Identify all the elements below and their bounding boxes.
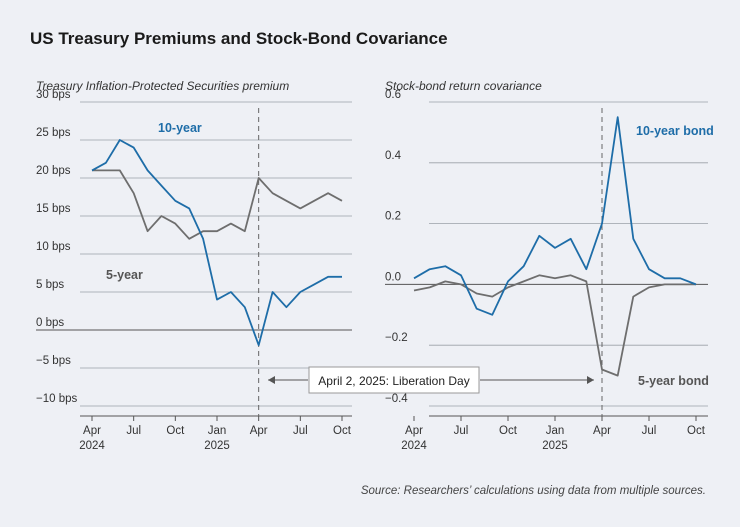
y-tick-label: −0.4 [385, 393, 408, 405]
x-tick-label: Jul [642, 425, 657, 437]
x-tick-label: Oct [166, 425, 185, 437]
y-tick-label: 0.2 [385, 211, 401, 223]
right-panel-title: Stock-bond return covariance [385, 79, 542, 93]
y-tick-label: 0.4 [385, 150, 402, 162]
x-tick-label: Jan [546, 425, 565, 437]
series-line-ten-year [413, 116, 697, 316]
x-tick-year-label: 2025 [204, 440, 230, 452]
series-line-ten-year [91, 139, 342, 347]
figure-title: US Treasury Premiums and Stock-Bond Cova… [30, 29, 448, 48]
x-tick-label: Oct [333, 425, 352, 437]
x-tick-label: Oct [687, 425, 706, 437]
y-tick-label: 0.6 [385, 89, 401, 101]
source-note: Source: Researchers’ calculations using … [361, 485, 706, 497]
event-annotation: April 2, 2025: Liberation Day [268, 366, 594, 394]
y-tick-label: 5 bps [36, 279, 64, 291]
y-tick-label: 10 bps [36, 241, 71, 253]
y-tick-label: 0.0 [385, 271, 401, 283]
series-label-five-year: 5-year bond [638, 374, 709, 388]
x-tick-label: Jan [208, 425, 227, 437]
x-tick-label: Jul [293, 425, 308, 437]
series-line-five-year [92, 169, 343, 240]
x-tick-label: Apr [593, 425, 611, 437]
y-tick-label: −10 bps [36, 393, 77, 405]
y-tick-label: 30 bps [36, 89, 71, 101]
y-tick-label: 25 bps [36, 127, 71, 139]
y-tick-label: −0.2 [385, 332, 408, 344]
series-label-ten-year: 10-year [158, 121, 202, 135]
x-tick-label: Apr [83, 425, 101, 437]
x-tick-label: Apr [405, 425, 423, 437]
left-panel-title: Treasury Inflation-Protected Securities … [36, 79, 289, 93]
y-tick-label: 15 bps [36, 203, 71, 215]
annotation-left-arrowhead [268, 376, 275, 384]
right-panel: Stock-bond return covariance −0.4 −0.2 0.0… [385, 79, 714, 452]
y-tick-label: −5 bps [36, 355, 71, 367]
x-tick-year-label: 2024 [79, 440, 105, 452]
series-line-five-year [413, 274, 696, 377]
series-label-five-year: 5-year [106, 268, 143, 282]
annotation-right-arrowhead [587, 376, 594, 384]
series-label-ten-year: 10-year bond [636, 124, 714, 138]
x-tick-year-label: 2024 [401, 440, 427, 452]
left-panel: Treasury Inflation-Protected Securities … [36, 79, 352, 452]
annotation-text: April 2, 2025: Liberation Day [318, 374, 469, 388]
annotation-box [308, 366, 480, 394]
x-tick-label: Jul [454, 425, 469, 437]
x-tick-label: Apr [250, 425, 268, 437]
x-tick-label: Jul [126, 425, 141, 437]
x-tick-year-label: 2025 [542, 440, 568, 452]
y-tick-label: 0 bps [36, 317, 64, 329]
y-tick-label: 20 bps [36, 165, 71, 177]
x-tick-label: Oct [499, 425, 518, 437]
